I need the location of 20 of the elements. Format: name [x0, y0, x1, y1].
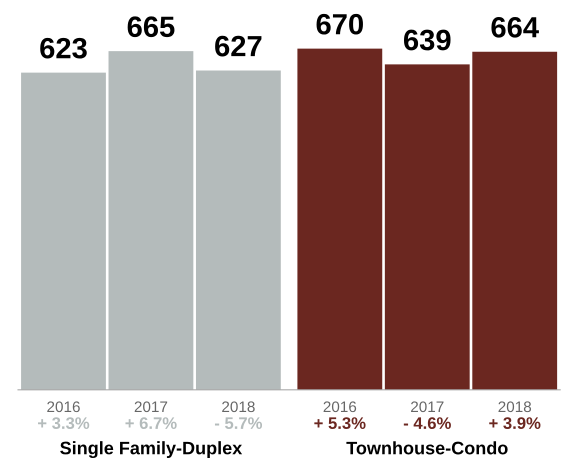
data-label: 627 [215, 36, 262, 56]
x-tick-label: 2018 [222, 401, 255, 412]
text: + 3.9% [489, 417, 540, 430]
data-label: 664 [491, 16, 539, 38]
data-label: 670 [316, 14, 363, 35]
data-label: 639 [404, 30, 451, 50]
text: + 3.3% [38, 417, 90, 430]
x-tick-label: 2016 [324, 401, 356, 412]
data-label: 665 [128, 16, 174, 38]
data-label: 623 [40, 38, 87, 59]
x-tick-label: 2017 [134, 401, 168, 412]
text: - 4.6% [404, 417, 451, 430]
text: Single Family-Duplex [60, 441, 242, 458]
text: + 5.3% [314, 417, 366, 430]
text: Townhouse-Condo [346, 441, 508, 454]
x-tick-label: 2017 [411, 401, 444, 412]
text: - 5.7% [214, 417, 262, 430]
x-tick-label: 2018 [498, 401, 532, 412]
text: + 6.7% [125, 417, 177, 430]
x-tick-label: 2016 [47, 401, 80, 412]
